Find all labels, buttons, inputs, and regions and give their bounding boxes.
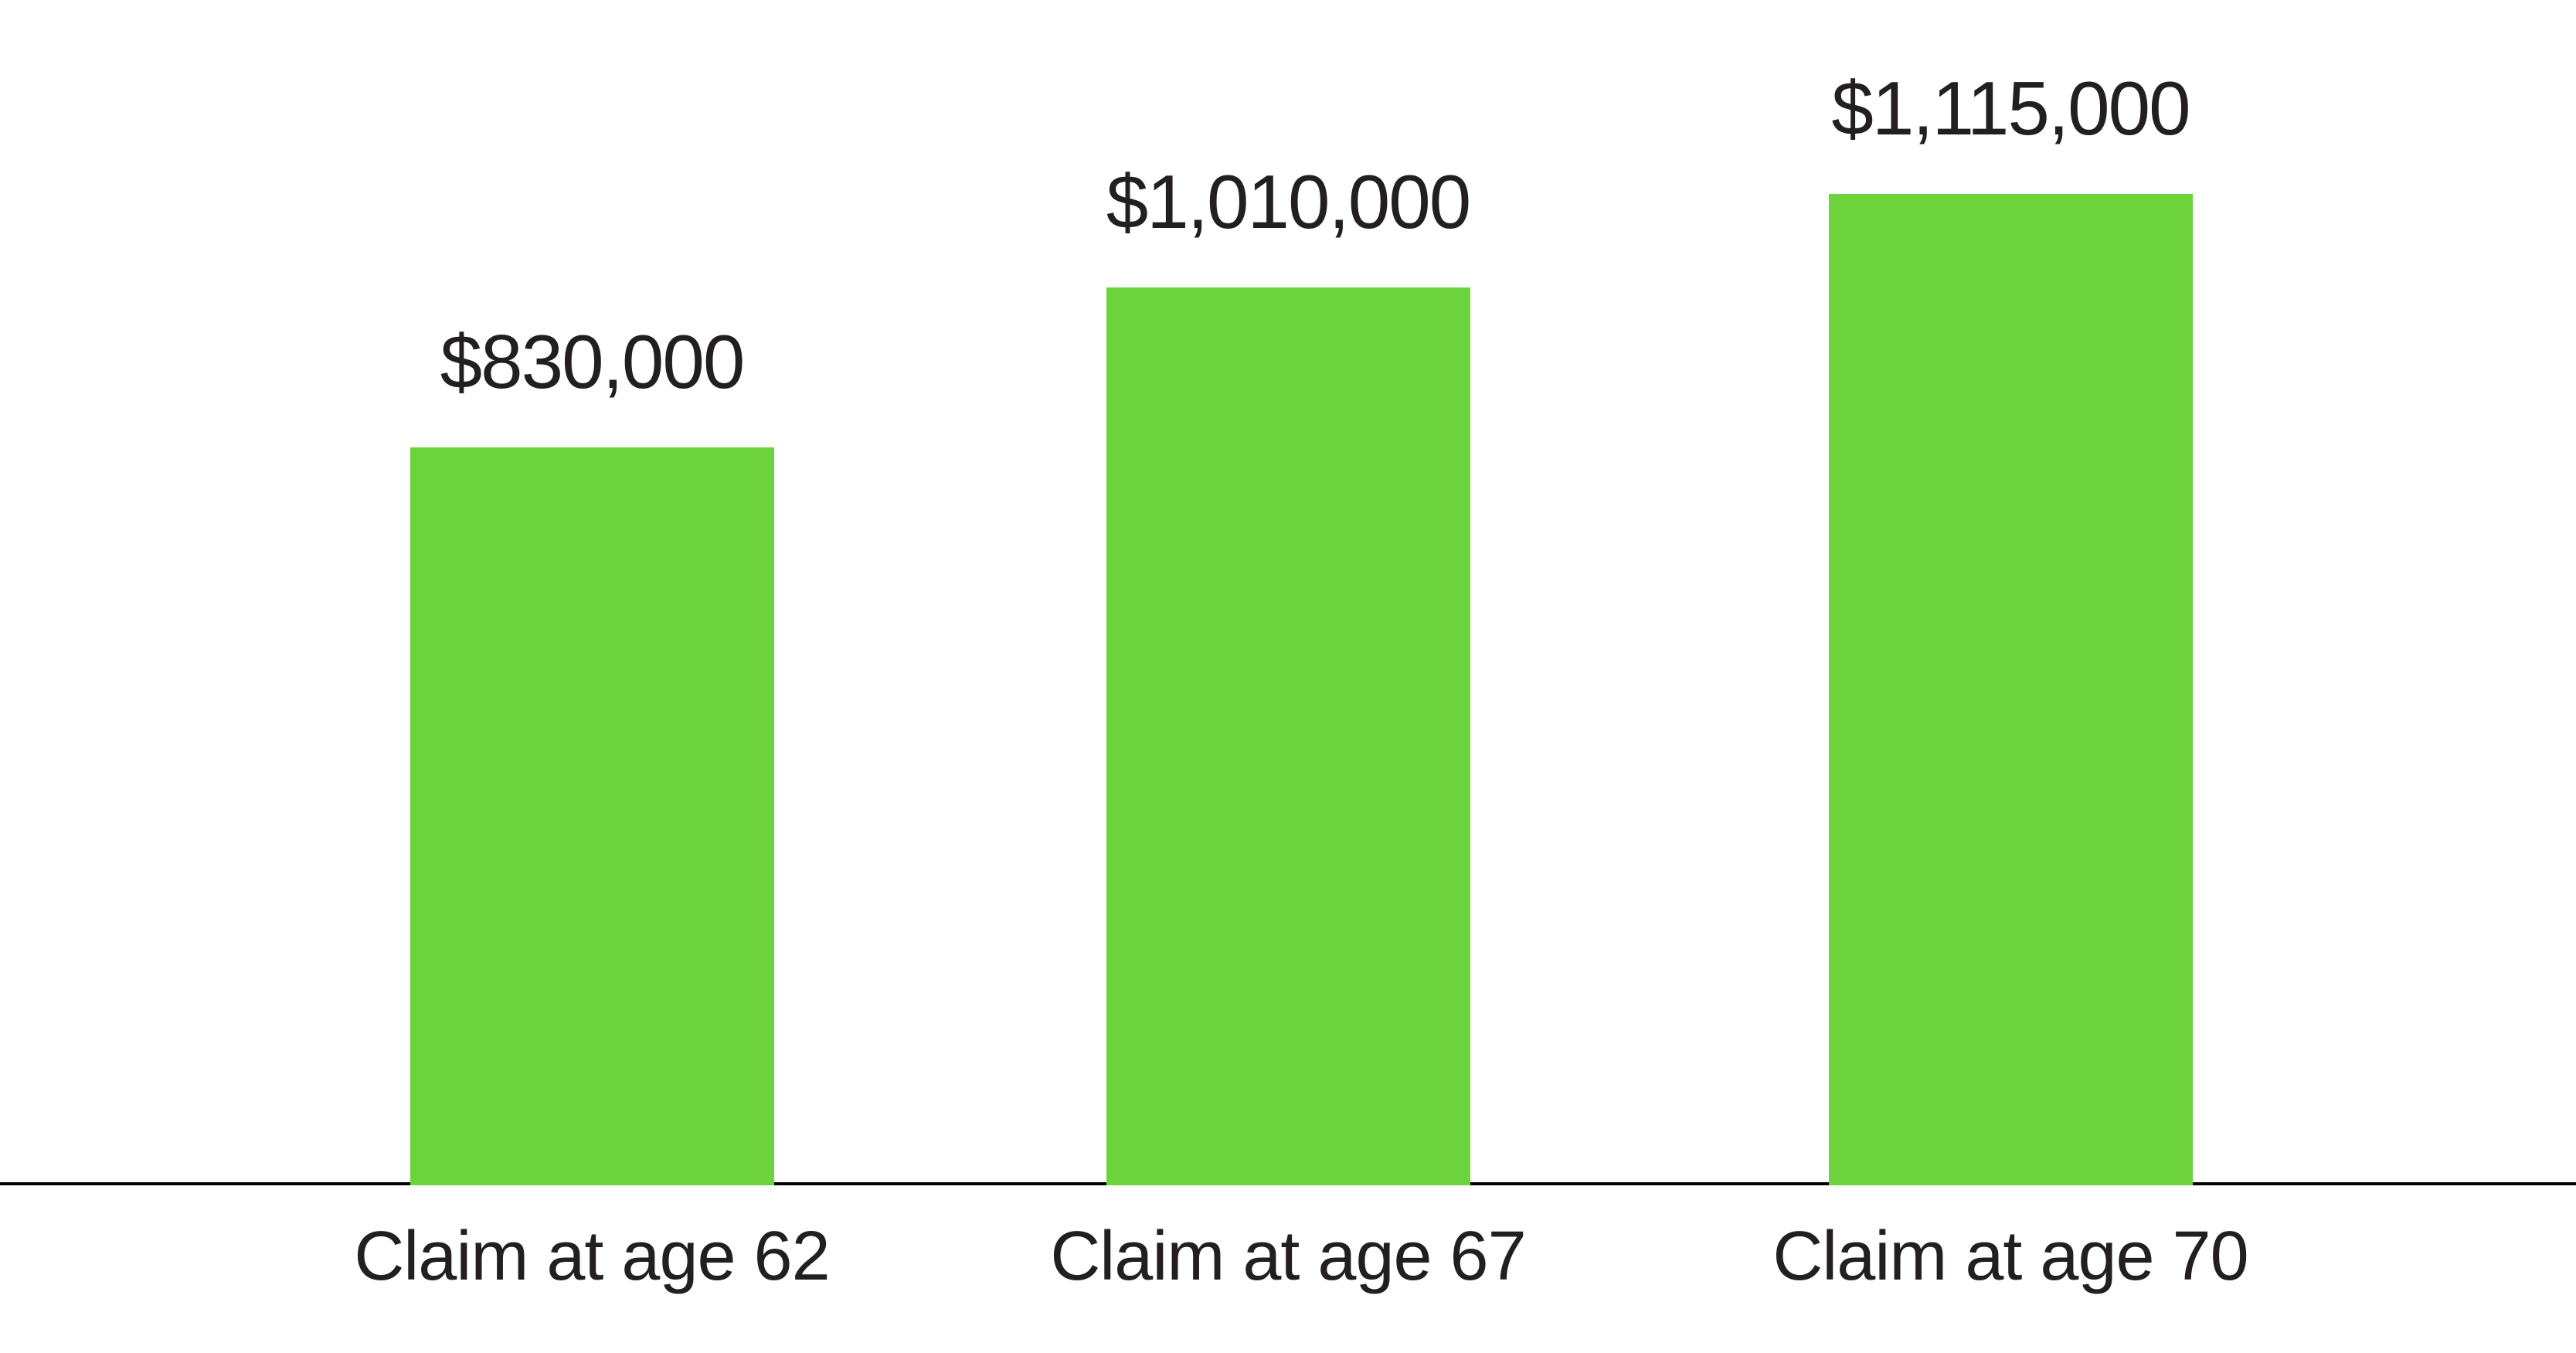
bar: [1106, 287, 1470, 1185]
bar-value-label: $1,115,000: [1831, 66, 2190, 151]
bar-group: $830,000: [206, 318, 978, 1185]
bar-value-label: $1,010,000: [1106, 159, 1471, 245]
bar: [410, 447, 774, 1185]
x-axis-category-label: Claim at age 70: [1772, 1218, 2248, 1295]
bar: [1828, 194, 2193, 1185]
bar-group: $1,010,000: [902, 158, 1674, 1185]
x-axis-category-label: Claim at age 67: [1050, 1218, 1526, 1295]
x-axis-category-label: Claim at age 62: [354, 1218, 830, 1295]
bar-value-label: $830,000: [440, 319, 746, 405]
bar-group: $1,115,000: [1624, 64, 2397, 1185]
